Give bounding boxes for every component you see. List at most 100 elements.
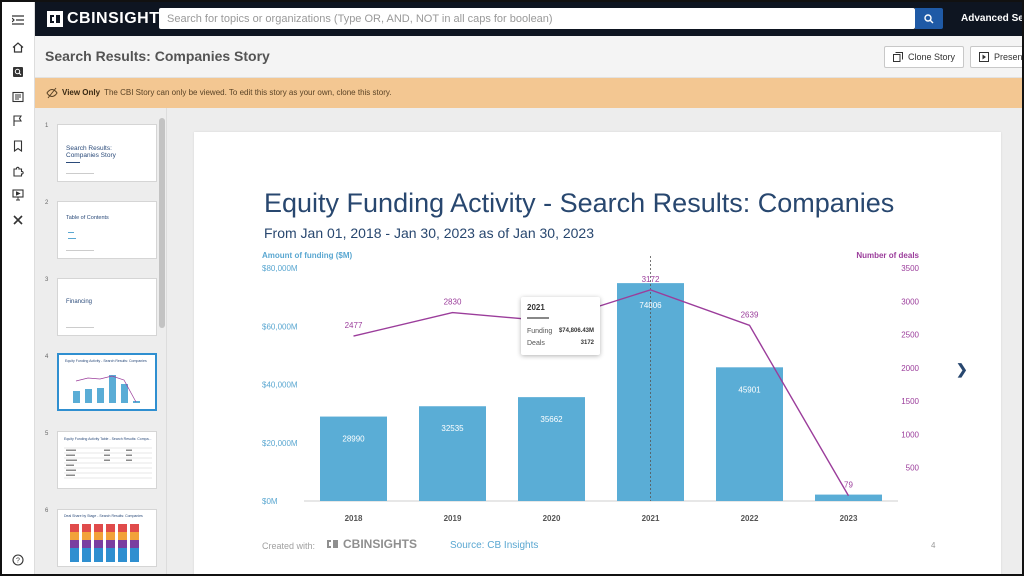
presentation-icon[interactable] [10, 187, 26, 203]
deals-point-label: 3172 [642, 275, 660, 284]
right-tick-label: 2500 [901, 331, 919, 340]
bookmark-icon[interactable] [10, 138, 26, 154]
page-title: Search Results: Companies Story [45, 48, 270, 64]
copy-icon [893, 52, 903, 62]
slide-thumbnail-1[interactable]: Search Results: Companies Story [57, 124, 157, 182]
thumbnail-title: Table of Contents [66, 215, 109, 221]
funding-bar-label: 28990 [342, 435, 365, 444]
svg-text:?: ? [16, 558, 20, 565]
next-slide-arrow[interactable]: ❯ [956, 361, 968, 377]
news-icon[interactable] [10, 89, 26, 105]
slide-thumbnail-4[interactable]: Equity Funding Activity - Search Results… [57, 353, 157, 411]
tooltip-deals-row: Deals 3172 [527, 340, 594, 347]
tooltip-year: 2021 [527, 303, 545, 312]
search-doc-icon[interactable] [10, 64, 26, 80]
thumbnail-number: 3 [45, 277, 49, 283]
eye-slash-icon [46, 87, 58, 99]
slide-title: Equity Funding Activity - Search Results… [264, 188, 895, 218]
flag-icon[interactable] [10, 113, 26, 129]
tools-icon[interactable] [10, 212, 26, 228]
banner-text: View Only The CBI Story can only be viewe… [62, 88, 391, 97]
funding-bar [815, 494, 882, 501]
created-with-label: Created with: [262, 541, 316, 551]
thumbnail-number: 2 [45, 200, 49, 206]
x-tick-label: 2018 [345, 514, 363, 523]
advanced-search-link[interactable]: Advanced Search [961, 13, 1024, 24]
story-header: Search Results: Companies Story Clone St… [35, 36, 1024, 78]
tooltip-divider [527, 317, 549, 319]
thumbnail-stacked-chart [70, 524, 139, 562]
slide-subtitle: From Jan 01, 2018 - Jan 30, 2023 as of J… [264, 225, 594, 241]
x-tick-label: 2020 [543, 514, 561, 523]
view-only-banner: View Only The CBI Story can only be viewe… [35, 78, 1022, 108]
search-box [159, 8, 915, 29]
tooltip-funding-label: Funding [527, 328, 553, 335]
funding-bar-label: 32535 [441, 424, 464, 433]
puzzle-icon[interactable] [10, 163, 26, 179]
funding-bar-label: 45901 [738, 385, 761, 394]
main-area: Equity Funding Activity - Search Results… [167, 108, 1022, 574]
right-tick-label: 3500 [901, 264, 919, 273]
right-tick-label: 1500 [901, 397, 919, 406]
tooltip-funding-value: $74,806.43M [558, 328, 594, 334]
slide-thumbnail-3[interactable]: Financing [57, 278, 157, 336]
thumbnail-title: Equity Funding Activity - Search Results… [65, 359, 147, 363]
x-tick-label: 2022 [741, 514, 759, 523]
clone-story-button[interactable]: Clone Story [884, 46, 965, 68]
thumbnail-title: Deal Share by Stage - Search Results: Co… [64, 514, 143, 518]
source-link[interactable]: Source: CB Insights [450, 540, 539, 551]
left-tick-label: $40,000M [262, 381, 298, 390]
footer-logo: CBINSIGHTS [326, 537, 417, 551]
right-axis-title: Number of deals [856, 251, 919, 260]
funding-bar [320, 416, 387, 501]
x-tick-label: 2023 [840, 514, 858, 523]
x-tick-label: 2019 [444, 514, 462, 523]
slide-thumbnail-2[interactable]: Table of Contents [57, 201, 157, 259]
left-tick-label: $0M [262, 497, 278, 506]
right-tick-label: 3000 [901, 297, 919, 306]
thumbnail-number: 4 [45, 354, 49, 360]
x-tick-label: 2021 [642, 514, 660, 523]
home-icon[interactable] [10, 39, 26, 55]
chart-tooltip: 2021 Funding $74,806.43M Deals 3172 [521, 297, 600, 355]
deals-point-label: 2639 [741, 310, 759, 319]
top-bar: CBINSIGHTS Advanced Search [35, 2, 1024, 36]
help-icon[interactable]: ? [10, 552, 26, 568]
thumbnail-chart [73, 375, 140, 403]
cbinsights-logo[interactable]: CBINSIGHTS [47, 10, 171, 28]
thumbnail-title: Equity Funding Activity Table - Search R… [64, 437, 152, 441]
search-input[interactable] [159, 8, 915, 29]
thumbnail-number: 6 [45, 508, 49, 514]
left-tick-label: $20,000M [262, 439, 298, 448]
clone-story-label: Clone Story [908, 52, 956, 62]
collapse-icon[interactable] [10, 12, 26, 28]
tooltip-funding-row: Funding $74,806.43M [527, 328, 594, 335]
deals-point-label: 79 [844, 481, 853, 490]
thumbnails-scrollbar[interactable] [159, 118, 165, 328]
left-rail: ? [2, 2, 35, 574]
present-button[interactable]: Present [970, 46, 1024, 68]
present-label: Present [994, 52, 1024, 62]
tooltip-deals-value: 3172 [580, 340, 594, 346]
footer-logo-mark-icon [327, 540, 338, 548]
slide-thumbnails: 1 Search Results: Companies Story 2 Tabl… [35, 108, 167, 574]
left-tick-label: $60,000M [262, 322, 298, 331]
search-button[interactable] [915, 8, 943, 29]
deals-point-label: 2830 [444, 298, 462, 307]
funding-chart: Amount of funding ($M) Number of deals $0M… [262, 251, 920, 523]
deals-line [353, 289, 850, 497]
play-icon [979, 52, 989, 62]
right-tick-label: 2000 [901, 364, 919, 373]
left-axis-title: Amount of funding ($M) [262, 251, 353, 260]
tooltip-deals-label: Deals [527, 340, 545, 347]
thumbnail-number: 1 [45, 123, 49, 129]
slide-thumbnail-6[interactable]: Deal Share by Stage - Search Results: Co… [57, 509, 157, 567]
banner-message: The CBI Story can only be viewed. To edi… [104, 88, 392, 97]
right-tick-label: 500 [906, 464, 920, 473]
thumbnail-number: 5 [45, 431, 49, 437]
funding-bar [518, 397, 585, 501]
thumbnail-title: Financing [66, 299, 93, 305]
logo-text: CBINSIGHTS [67, 10, 171, 27]
slide-thumbnail-5[interactable]: Equity Funding Activity Table - Search R… [57, 431, 157, 489]
